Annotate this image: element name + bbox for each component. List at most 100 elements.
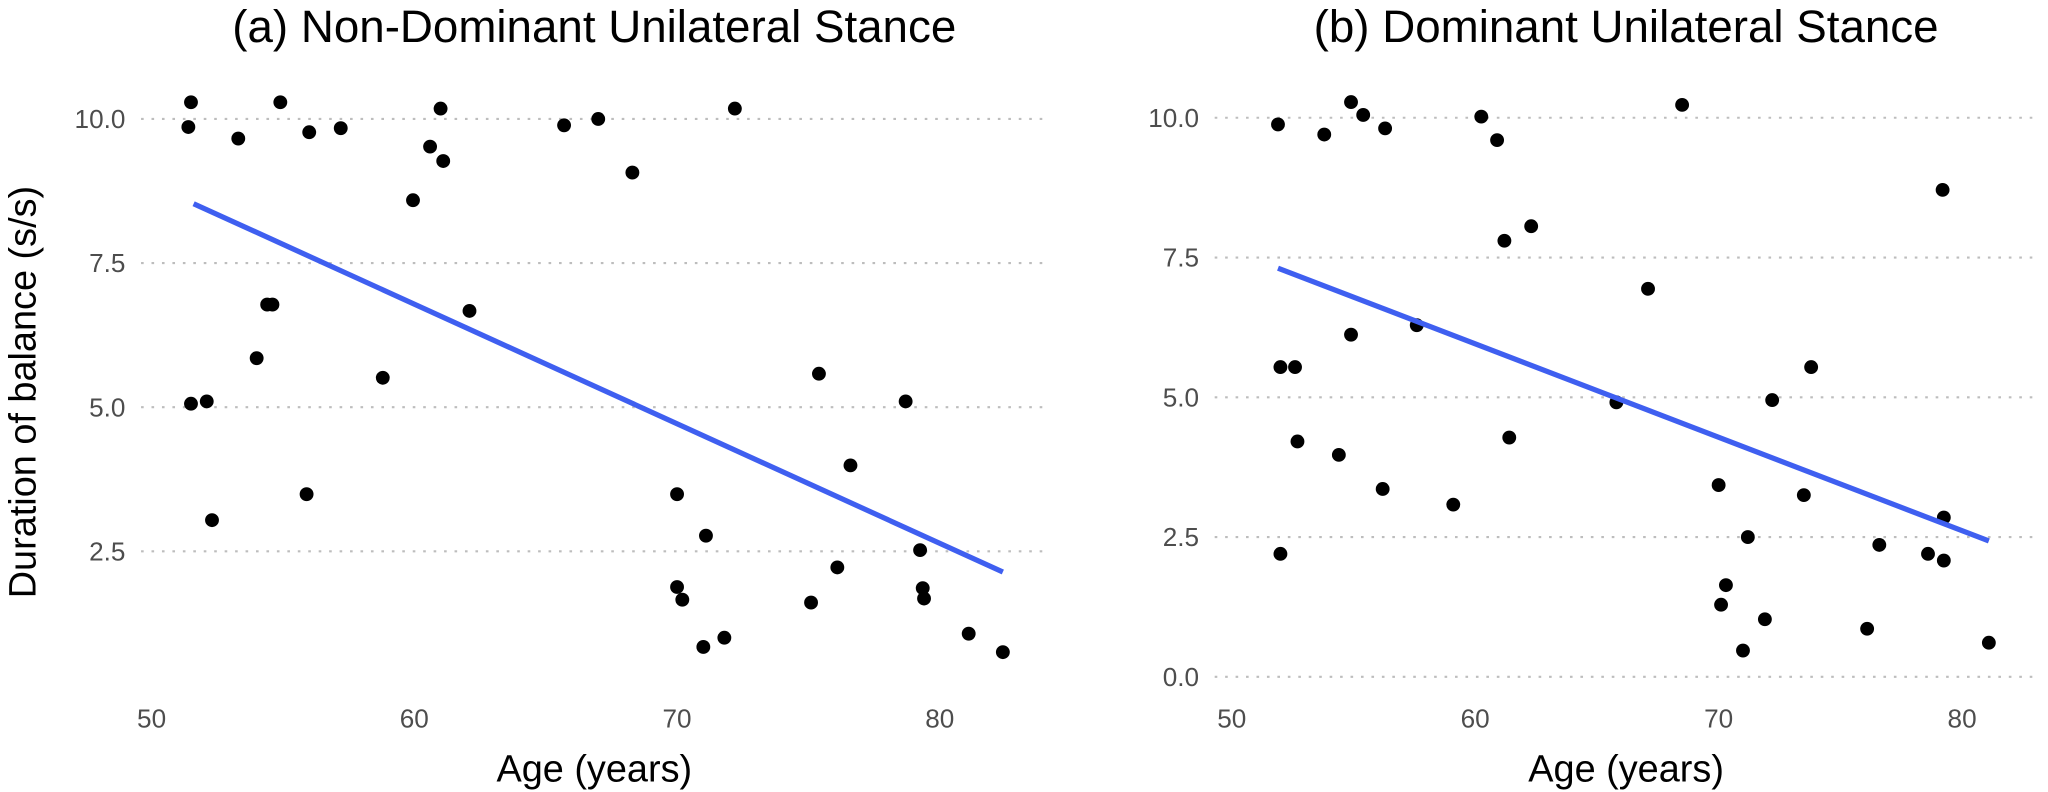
panel-a: (a) Non-Dominant Unilateral Stance Age (… <box>75 1 1045 790</box>
panel-b-x-tick-label: 80 <box>1948 704 1977 734</box>
panel-a-data-point <box>302 125 317 140</box>
panel-b-data-point <box>1273 546 1288 561</box>
panel-b-data-point <box>1288 360 1302 375</box>
panel-a-data-point <box>727 101 742 116</box>
panel-a-data-point <box>375 370 390 385</box>
panel-b-data-point <box>1524 219 1539 234</box>
panel-b-data-point <box>1804 360 1819 375</box>
panel-b-y-tick-label: 0.0 <box>1163 662 1199 692</box>
panel-b-y-tick-label: 5.0 <box>1163 382 1199 412</box>
panel-b-data-point <box>1936 553 1951 568</box>
panel-b-data-point <box>1765 393 1780 408</box>
panel-b-data-point <box>1273 360 1288 375</box>
panel-b-data-point <box>1344 327 1358 342</box>
panel-a-title: (a) Non-Dominant Unilateral Stance <box>232 1 956 52</box>
panel-b-data-point <box>1344 95 1358 110</box>
panel-b-fit-line <box>1277 265 1990 544</box>
panel-b: (b) Dominant Unilateral Stance Age (year… <box>1148 1 2038 790</box>
panel-a-data-point <box>205 513 219 528</box>
panel-a-data-point <box>249 351 264 366</box>
panel-b-data-point <box>1921 546 1935 561</box>
panel-b-data-point <box>1872 537 1887 552</box>
panel-b-y-tick-label: 7.5 <box>1163 243 1199 273</box>
panel-a-x-axis-title: Age (years) <box>496 748 692 790</box>
panel-b-data-point <box>1981 635 1996 650</box>
panel-a-data-point <box>423 139 438 154</box>
panel-b-x-tick-label: 60 <box>1461 704 1490 734</box>
panel-a-data-point <box>265 297 280 312</box>
panel-b-data-point <box>1317 127 1332 142</box>
panel-a-x-tick-label: 80 <box>925 704 954 734</box>
panel-a-data-point <box>184 396 198 411</box>
panel-a-x-tick-label: 50 <box>137 704 166 734</box>
panel-a-data-point <box>699 528 713 543</box>
panel-b-data-point <box>1719 578 1733 593</box>
panel-a-data-point <box>433 101 448 116</box>
panel-a-data-point <box>625 165 640 180</box>
panel-a-data-point <box>436 154 451 168</box>
panel-a-data-point <box>830 560 845 575</box>
panel-a-data-point <box>843 458 858 473</box>
panel-a-y-tick-label: 2.5 <box>89 536 125 566</box>
panel-a-data-point <box>462 303 477 318</box>
panel-a-y-tick-label: 10.0 <box>75 104 126 134</box>
panel-a-data-point <box>670 487 684 502</box>
panel-a-data-point <box>913 543 928 558</box>
panel-a-data-point <box>670 580 684 594</box>
panel-b-x-tick-label: 50 <box>1217 704 1246 734</box>
panel-b-data-point <box>1490 133 1505 148</box>
panel-b-data-point <box>1356 108 1371 122</box>
panel-b-data-point <box>1796 488 1811 503</box>
panel-b-data-point <box>1375 482 1390 496</box>
panel-b-data-point <box>1497 233 1512 248</box>
panel-b-data-point <box>1740 530 1755 544</box>
panel-a-data-point <box>184 95 198 110</box>
panel-a-y-tick-label: 7.5 <box>89 248 125 278</box>
panel-b-data-point <box>1736 643 1750 658</box>
panel-a-data-point <box>231 131 246 146</box>
panel-b-data-point <box>1378 121 1393 136</box>
y-axis-title: Duration of balance (s/s) <box>2 186 44 598</box>
panel-a-data-point <box>181 120 196 134</box>
panel-b-y-tick-label: 2.5 <box>1163 522 1199 552</box>
panel-a-fit-line <box>192 201 1004 575</box>
panel-b-data-point <box>1502 430 1517 445</box>
panel-a-data-point <box>696 640 711 654</box>
panel-a-data-point <box>804 595 818 610</box>
panel-a-data-point <box>917 591 931 606</box>
panel-a-y-tick-label: 5.0 <box>89 392 125 422</box>
panel-a-data-point <box>557 118 572 133</box>
panel-b-data-point <box>1331 447 1346 462</box>
panel-b-data-point <box>1675 97 1690 112</box>
panel-a-data-point <box>675 592 690 607</box>
panel-a-data-point <box>961 626 976 641</box>
panel-b-data-point <box>1714 597 1728 612</box>
panel-a-x-tick-label: 70 <box>663 704 692 734</box>
panel-b-data-point <box>1641 281 1655 296</box>
panel-a-data-point <box>915 581 930 596</box>
panel-b-data-point <box>1757 612 1772 627</box>
panel-b-data-point <box>1290 434 1305 449</box>
panel-b-data-point <box>1446 497 1461 512</box>
panel-b-x-axis-title: Age (years) <box>1528 748 1724 790</box>
panel-a-data-point <box>898 394 913 409</box>
panel-a-data-point <box>995 645 1010 660</box>
panel-a-data-point <box>717 630 732 645</box>
panel-b-y-tick-label: 10.0 <box>1148 103 1199 133</box>
panel-a-x-tick-label: 60 <box>400 704 429 734</box>
panel-b-title: (b) Dominant Unilateral Stance <box>1314 1 1939 52</box>
panel-a-data-point <box>299 487 314 502</box>
panel-b-x-tick-label: 70 <box>1704 704 1733 734</box>
panel-b-data-point <box>1935 182 1950 197</box>
panel-a-data-point <box>406 193 420 208</box>
panel-a-data-point <box>199 394 214 409</box>
panel-a-data-point <box>812 366 826 381</box>
panel-b-data-point <box>1474 109 1489 124</box>
panel-a-data-point <box>591 112 606 126</box>
panel-b-data-point <box>1860 621 1875 636</box>
panel-a-data-point <box>273 95 288 110</box>
panel-b-data-point <box>1271 117 1285 132</box>
panel-b-data-point <box>1711 478 1726 492</box>
panel-a-data-point <box>333 121 348 136</box>
